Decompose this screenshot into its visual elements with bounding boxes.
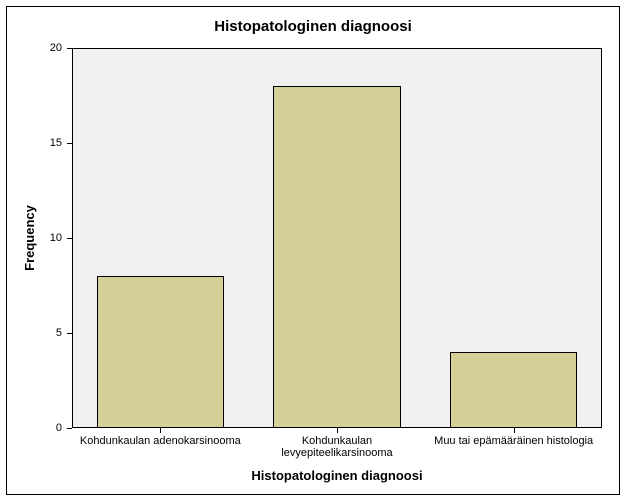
plot-area — [72, 48, 602, 428]
y-tick-mark — [67, 143, 72, 144]
y-tick-label: 0 — [32, 422, 62, 434]
y-tick-mark — [67, 48, 72, 49]
chart-container: Histopatologinen diagnoosi Frequency His… — [0, 0, 626, 501]
y-tick-label: 15 — [32, 137, 62, 149]
bar — [273, 86, 400, 428]
x-tick-mark — [337, 428, 338, 433]
y-tick-mark — [67, 333, 72, 334]
bar — [450, 352, 577, 428]
x-tick-mark — [160, 428, 161, 433]
y-tick-label: 5 — [32, 327, 62, 339]
y-tick-label: 20 — [32, 42, 62, 54]
y-tick-label: 10 — [32, 232, 62, 244]
x-axis-label: Histopatologinen diagnoosi — [72, 468, 602, 483]
x-tick-mark — [514, 428, 515, 433]
bar — [97, 276, 224, 428]
x-tick-label: Kohdunkaulanlevyepiteelikarsinooma — [249, 435, 426, 459]
x-tick-label: Kohdunkaulan adenokarsinooma — [72, 435, 249, 447]
y-tick-mark — [67, 238, 72, 239]
x-tick-label: Muu tai epämääräinen histologia — [425, 435, 602, 447]
y-tick-mark — [67, 428, 72, 429]
chart-title: Histopatologinen diagnoosi — [6, 18, 620, 35]
